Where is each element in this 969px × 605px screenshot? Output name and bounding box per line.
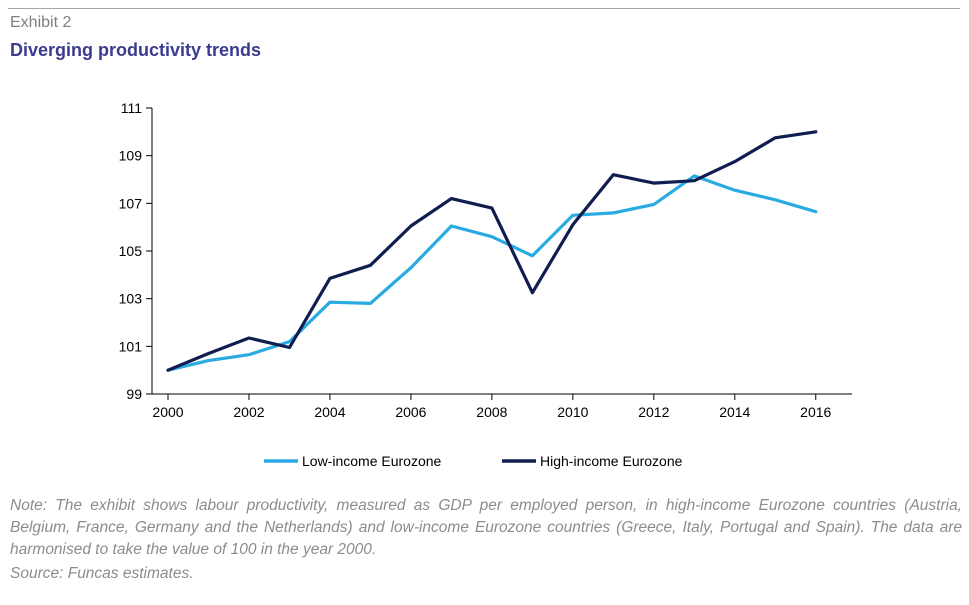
x-axis: 2000 2002 2004 2006 2008 2010 2012 2014 2016 bbox=[152, 393, 852, 420]
chart-note: Note: The exhibit shows labour productiv… bbox=[10, 497, 962, 558]
legend: Low-income Eurozone High-income Eurozone bbox=[264, 453, 683, 469]
x-tick-label: 2008 bbox=[476, 404, 507, 420]
x-tick-label: 2000 bbox=[152, 404, 183, 420]
y-tick-label: 105 bbox=[119, 243, 143, 259]
chart-source: Source: Funcas estimates. bbox=[10, 565, 194, 582]
series-line-high-income-eurozone bbox=[166, 130, 818, 372]
x-tick-label: 2002 bbox=[233, 404, 264, 420]
chart-title: Diverging productivity trends bbox=[10, 40, 262, 60]
y-tick-label: 99 bbox=[126, 386, 142, 402]
y-tick-label: 101 bbox=[119, 338, 143, 354]
series-lines bbox=[166, 130, 818, 372]
y-axis: 99 101 103 105 107 109 111 bbox=[119, 100, 153, 402]
y-tick-label: 103 bbox=[119, 291, 143, 307]
x-tick-label: 2004 bbox=[314, 404, 345, 420]
y-tick-label: 107 bbox=[119, 195, 143, 211]
top-rule bbox=[8, 8, 960, 9]
x-tick-label: 2012 bbox=[638, 404, 669, 420]
legend-label: High-income Eurozone bbox=[540, 453, 683, 469]
x-tick-label: 2006 bbox=[395, 404, 426, 420]
legend-label: Low-income Eurozone bbox=[302, 453, 442, 469]
exhibit-label: Exhibit 2 bbox=[10, 14, 72, 31]
y-tick-label: 109 bbox=[119, 148, 143, 164]
y-tick-label: 111 bbox=[121, 100, 142, 116]
x-tick-label: 2010 bbox=[557, 404, 588, 420]
x-tick-label: 2016 bbox=[800, 404, 831, 420]
x-tick-label: 2014 bbox=[719, 404, 750, 420]
